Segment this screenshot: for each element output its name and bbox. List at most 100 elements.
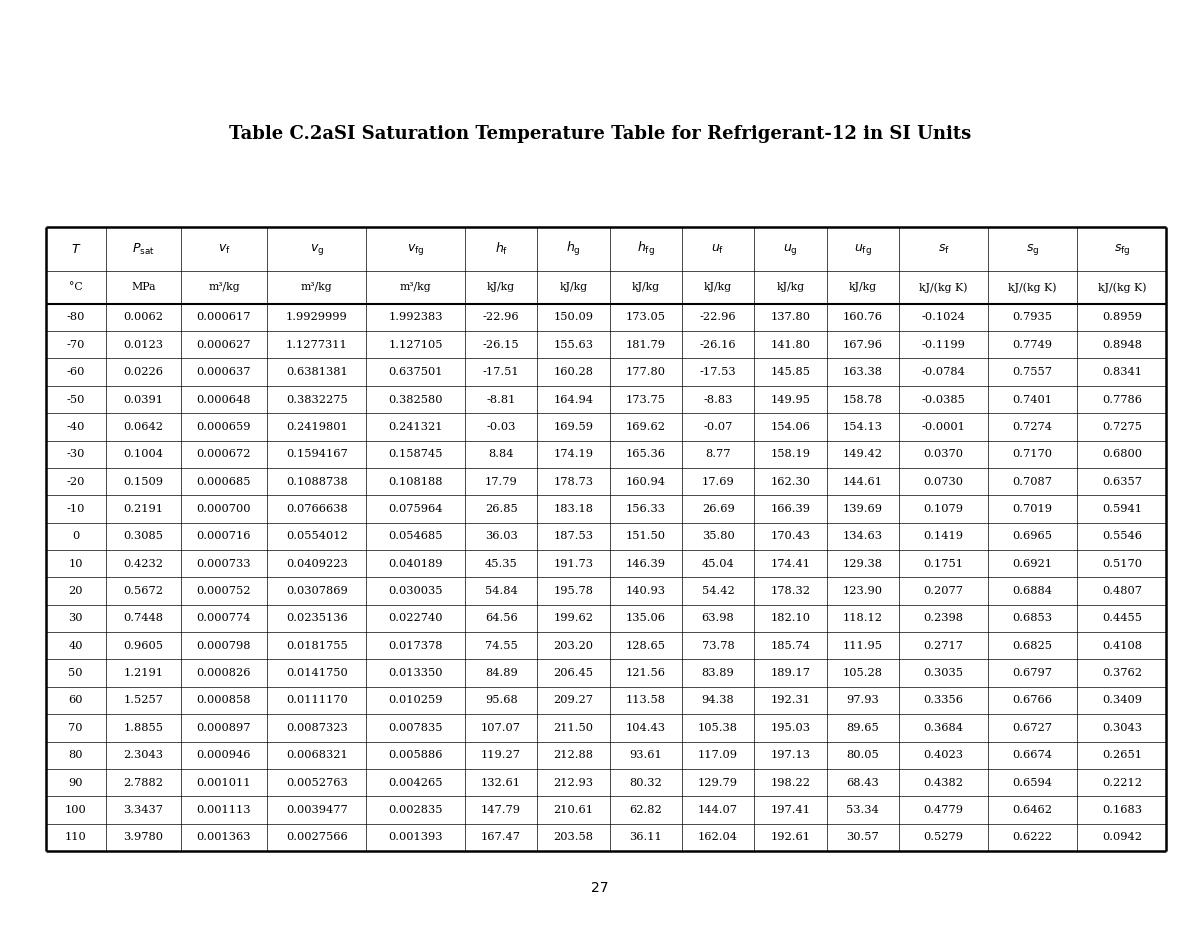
Text: -26.15: -26.15: [482, 340, 520, 349]
Text: -60: -60: [66, 367, 85, 377]
Text: 0.0181755: 0.0181755: [286, 641, 348, 651]
Text: 50: 50: [68, 668, 83, 679]
Text: 167.96: 167.96: [842, 340, 883, 349]
Text: 0.0730: 0.0730: [924, 476, 964, 487]
Text: 0.0226: 0.0226: [124, 367, 163, 377]
Text: 0.000826: 0.000826: [197, 668, 251, 679]
Text: 117.09: 117.09: [698, 750, 738, 760]
Text: -50: -50: [66, 395, 85, 404]
Text: 0.6381381: 0.6381381: [286, 367, 348, 377]
Text: 0.3684: 0.3684: [924, 723, 964, 733]
Text: 118.12: 118.12: [842, 614, 883, 623]
Text: 156.33: 156.33: [625, 504, 666, 514]
Text: 211.50: 211.50: [553, 723, 594, 733]
Text: 0.000648: 0.000648: [197, 395, 251, 404]
Text: 0.7274: 0.7274: [1013, 422, 1052, 432]
Text: $s_\mathrm{fg}$: $s_\mathrm{fg}$: [1114, 242, 1130, 257]
Text: 185.74: 185.74: [770, 641, 810, 651]
Text: 119.27: 119.27: [481, 750, 521, 760]
Text: 0.000672: 0.000672: [197, 450, 251, 459]
Text: 0.8948: 0.8948: [1102, 340, 1142, 349]
Text: 169.62: 169.62: [625, 422, 666, 432]
Text: 0.5546: 0.5546: [1102, 531, 1142, 541]
Text: 174.19: 174.19: [553, 450, 594, 459]
Text: 0.002835: 0.002835: [389, 805, 443, 815]
Text: 20: 20: [68, 586, 83, 596]
Text: 195.78: 195.78: [553, 586, 594, 596]
Text: -10: -10: [66, 504, 85, 514]
Text: 0.7448: 0.7448: [124, 614, 163, 623]
Text: 0.5672: 0.5672: [124, 586, 163, 596]
Text: 0.5941: 0.5941: [1102, 504, 1142, 514]
Text: kJ/kg: kJ/kg: [559, 283, 588, 292]
Text: 0.0141750: 0.0141750: [286, 668, 348, 679]
Text: 147.79: 147.79: [481, 805, 521, 815]
Text: 0.4455: 0.4455: [1102, 614, 1142, 623]
Text: 177.80: 177.80: [625, 367, 666, 377]
Text: 0.637501: 0.637501: [389, 367, 443, 377]
Text: 0.108188: 0.108188: [389, 476, 443, 487]
Text: 139.69: 139.69: [842, 504, 883, 514]
Text: 197.41: 197.41: [770, 805, 810, 815]
Text: 36.03: 36.03: [485, 531, 517, 541]
Text: -40: -40: [66, 422, 85, 432]
Text: 89.65: 89.65: [846, 723, 880, 733]
Text: 105.38: 105.38: [698, 723, 738, 733]
Text: 107.07: 107.07: [481, 723, 521, 733]
Text: 129.79: 129.79: [698, 778, 738, 788]
Text: -0.0784: -0.0784: [922, 367, 965, 377]
Text: 0.2651: 0.2651: [1102, 750, 1142, 760]
Text: 0.004265: 0.004265: [389, 778, 443, 788]
Text: $s_\mathrm{g}$: $s_\mathrm{g}$: [1026, 242, 1039, 257]
Text: 40: 40: [68, 641, 83, 651]
Text: 110: 110: [65, 832, 86, 843]
Text: MPa: MPa: [131, 283, 156, 292]
Text: 155.63: 155.63: [553, 340, 594, 349]
Text: 0.0766638: 0.0766638: [286, 504, 348, 514]
Text: 0.7401: 0.7401: [1013, 395, 1052, 404]
Text: kJ/kg: kJ/kg: [704, 283, 732, 292]
Text: 0.001363: 0.001363: [197, 832, 251, 843]
Text: 183.18: 183.18: [553, 504, 594, 514]
Text: 111.95: 111.95: [842, 641, 883, 651]
Text: -0.03: -0.03: [486, 422, 516, 432]
Text: 63.98: 63.98: [702, 614, 734, 623]
Text: 0.9605: 0.9605: [124, 641, 163, 651]
Text: 0.6825: 0.6825: [1013, 641, 1052, 651]
Text: -0.0001: -0.0001: [922, 422, 965, 432]
Text: 1.8855: 1.8855: [124, 723, 163, 733]
Text: 158.78: 158.78: [842, 395, 883, 404]
Text: 74.55: 74.55: [485, 641, 517, 651]
Text: 0.5279: 0.5279: [924, 832, 964, 843]
Text: 30: 30: [68, 614, 83, 623]
Text: 0.4382: 0.4382: [924, 778, 964, 788]
Text: 0.4779: 0.4779: [924, 805, 964, 815]
Text: 0.2212: 0.2212: [1102, 778, 1142, 788]
Text: 0.4807: 0.4807: [1102, 586, 1142, 596]
Text: 10: 10: [68, 559, 83, 568]
Text: 0.6462: 0.6462: [1013, 805, 1052, 815]
Text: 173.05: 173.05: [625, 312, 666, 323]
Text: 0.030035: 0.030035: [389, 586, 443, 596]
Text: 30.57: 30.57: [846, 832, 880, 843]
Text: -0.0385: -0.0385: [922, 395, 965, 404]
Text: 0.0942: 0.0942: [1102, 832, 1142, 843]
Text: 45.04: 45.04: [702, 559, 734, 568]
Text: 0.040189: 0.040189: [389, 559, 443, 568]
Text: 0.0039477: 0.0039477: [286, 805, 348, 815]
Text: 135.06: 135.06: [625, 614, 666, 623]
Text: kJ/kg: kJ/kg: [776, 283, 804, 292]
Text: 173.75: 173.75: [625, 395, 666, 404]
Text: 8.77: 8.77: [706, 450, 731, 459]
Text: 84.89: 84.89: [485, 668, 517, 679]
Text: 160.94: 160.94: [625, 476, 666, 487]
Text: 2.3043: 2.3043: [124, 750, 163, 760]
Text: 113.58: 113.58: [625, 695, 666, 705]
Text: 0.000858: 0.000858: [197, 695, 251, 705]
Text: 170.43: 170.43: [770, 531, 810, 541]
Text: $u_\mathrm{g}$: $u_\mathrm{g}$: [784, 242, 798, 257]
Text: -80: -80: [66, 312, 85, 323]
Text: 0: 0: [72, 531, 79, 541]
Text: 1.2191: 1.2191: [124, 668, 163, 679]
Text: 45.35: 45.35: [485, 559, 517, 568]
